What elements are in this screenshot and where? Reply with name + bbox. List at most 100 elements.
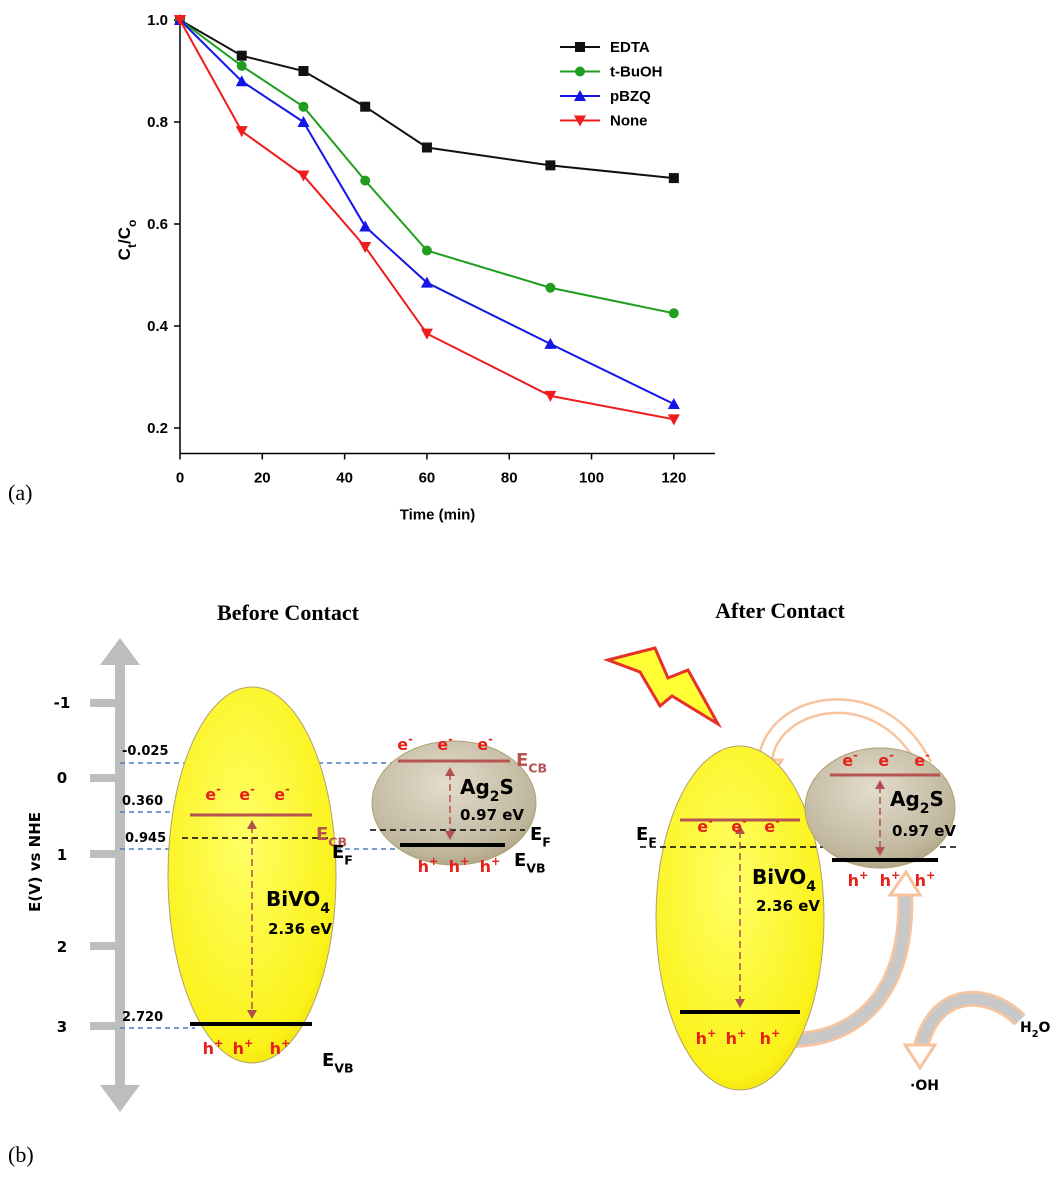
marker — [359, 241, 372, 253]
marker — [667, 398, 680, 410]
hole-part: h — [726, 1029, 737, 1048]
electron: e- — [437, 733, 453, 754]
marker — [235, 126, 248, 138]
level-name-part: E — [332, 842, 344, 863]
gap-arrowhead — [247, 1010, 257, 1019]
hole: h+ — [726, 1027, 747, 1048]
level-label: 0.360 — [122, 794, 163, 809]
electron: e- — [205, 783, 221, 804]
hole-part: + — [244, 1037, 253, 1050]
marker — [421, 245, 432, 256]
hole: h+ — [270, 1037, 291, 1058]
level-label: -0.025 — [122, 744, 169, 759]
electron-part: e — [697, 817, 708, 836]
electron-part: e — [274, 785, 285, 804]
legend-label: pBZQ — [610, 88, 651, 105]
level-name-part: E — [636, 824, 648, 845]
marker — [360, 101, 371, 112]
electron: e- — [878, 749, 894, 770]
marker — [420, 328, 433, 340]
level-name-part: VB — [526, 860, 545, 875]
gap-arrowhead — [247, 820, 257, 829]
legend-label: t-BuOH — [610, 64, 663, 81]
electron-part: - — [775, 815, 780, 828]
hole: h+ — [880, 869, 901, 890]
electron-part: - — [216, 783, 221, 796]
material-label-part: 4 — [320, 901, 330, 917]
x-tick-label: 20 — [254, 470, 271, 487]
hole-part: h — [270, 1039, 281, 1058]
hole: h+ — [418, 855, 439, 876]
electron-part: e — [878, 751, 889, 770]
marker — [545, 160, 556, 171]
hole: h+ — [480, 855, 501, 876]
electron: e- — [239, 783, 255, 804]
electron-part: - — [889, 749, 894, 762]
x-tick-label: 60 — [419, 470, 436, 487]
band-gap: 0.97 eV — [892, 822, 956, 840]
y-axis-label-part: o — [125, 220, 139, 227]
gap-arrowhead — [445, 831, 455, 840]
gap-arrowhead — [735, 999, 745, 1008]
hole-part: h — [915, 871, 926, 890]
hole-part: h — [449, 857, 460, 876]
material-label-part: Ag — [460, 775, 490, 799]
marker — [668, 308, 679, 319]
marker — [575, 42, 585, 52]
level-name: EF — [636, 824, 657, 849]
series-line — [179, 19, 675, 405]
marker — [575, 66, 585, 77]
energy-tick-label: 1 — [57, 846, 67, 864]
marker — [174, 15, 186, 26]
hole: h+ — [760, 1027, 781, 1048]
level-name-part: E — [514, 850, 526, 871]
electron: e- — [914, 749, 930, 770]
y-axis-label: Ct/Co — [115, 220, 139, 261]
hole: h+ — [449, 855, 470, 876]
hole-part: h — [480, 857, 491, 876]
material-label-part: BiVO — [752, 865, 806, 889]
material-label-part: Ag — [890, 787, 920, 811]
electron: e- — [697, 815, 713, 836]
marker — [420, 276, 433, 288]
marker — [236, 60, 247, 71]
level-name-part: CB — [528, 760, 547, 775]
marker — [421, 142, 432, 153]
y-tick-label: 1.0 — [147, 12, 168, 29]
material-label: Ag2S — [890, 787, 944, 817]
hole-part: + — [214, 1037, 223, 1050]
level-name: ECB — [316, 824, 347, 849]
species-part: 2 — [1032, 1029, 1039, 1040]
material-label: BiVO4 — [266, 887, 330, 917]
hole-part: + — [737, 1027, 746, 1040]
electron: e- — [274, 783, 290, 804]
electron-part: e — [477, 735, 488, 754]
electron-part: - — [925, 749, 930, 762]
material-label: Ag2S — [460, 775, 514, 805]
energy-tick-label: 0 — [57, 769, 67, 787]
energy-tick-label: -1 — [54, 694, 71, 712]
material-label-part: 2 — [490, 789, 500, 805]
x-tick-label: 80 — [501, 470, 518, 487]
level-label: 0.945 — [125, 831, 166, 846]
electron: e- — [731, 815, 747, 836]
level-name: EF — [530, 824, 551, 849]
hole-part: + — [491, 855, 500, 868]
marker — [236, 50, 247, 61]
level-name-part: F — [344, 852, 353, 867]
hole-part: h — [848, 871, 859, 890]
band-gap: 2.36 eV — [268, 920, 332, 938]
electron: e- — [842, 749, 858, 770]
electron-part: e — [437, 735, 448, 754]
series-line — [179, 19, 675, 315]
marker — [668, 173, 679, 184]
y-tick-label: 0.2 — [147, 420, 168, 437]
marker — [298, 66, 309, 76]
marker — [544, 390, 557, 402]
x-tick-label: 120 — [661, 470, 686, 487]
x-tick-label: 0 — [176, 470, 184, 487]
electron-part: - — [448, 733, 453, 746]
gap-arrowhead — [735, 825, 745, 834]
